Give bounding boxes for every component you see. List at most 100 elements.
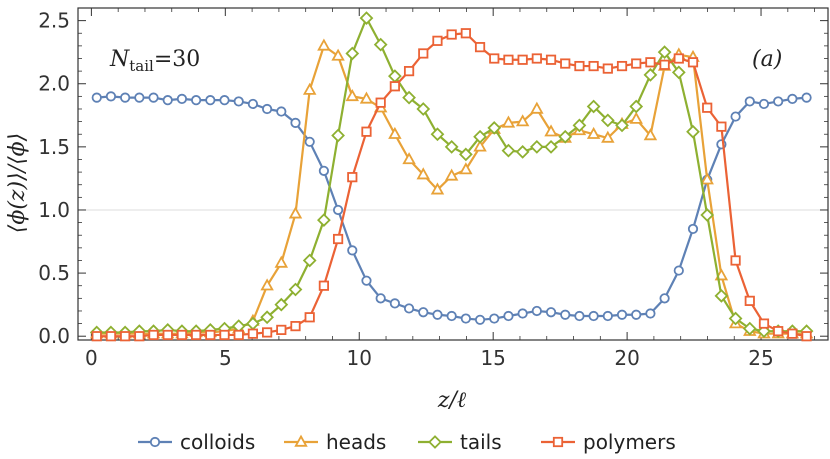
tails-point xyxy=(600,113,615,128)
tails-point xyxy=(288,282,303,297)
colloids-point xyxy=(247,98,259,110)
colloids-point xyxy=(162,95,173,106)
tails-point xyxy=(430,127,445,142)
tails-point xyxy=(686,124,700,139)
polymers-point xyxy=(91,331,102,342)
tails-point xyxy=(529,139,544,154)
colloids-point xyxy=(744,96,755,107)
polymers-point xyxy=(375,97,386,108)
colloids-point xyxy=(574,310,585,322)
polymers-point xyxy=(347,172,358,183)
polymers-point xyxy=(219,329,230,341)
x-axis-title: z/ℓ xyxy=(437,388,467,413)
polymers-point xyxy=(304,312,315,323)
colloids-point xyxy=(176,93,188,104)
colloids-point xyxy=(787,93,798,104)
tails-point xyxy=(615,118,629,133)
y-tick-label: 1.0 xyxy=(38,198,70,222)
polymers-point xyxy=(673,53,684,64)
tails-point xyxy=(728,311,743,326)
heads-point xyxy=(416,167,431,180)
polymers-point xyxy=(233,329,244,341)
tails-point xyxy=(714,288,729,303)
tails-point xyxy=(260,310,274,325)
tails-point xyxy=(444,139,459,154)
tails-point xyxy=(458,147,473,162)
tails-point xyxy=(388,69,402,84)
heads-point xyxy=(473,139,487,152)
colloids-point xyxy=(432,309,443,320)
colloids-point xyxy=(616,309,628,320)
colloids-point xyxy=(375,293,386,304)
legend-label: colloids xyxy=(180,430,255,454)
polymers-point xyxy=(262,327,273,338)
polymers-point xyxy=(162,329,173,341)
heads-point xyxy=(388,126,402,139)
polymers-point xyxy=(602,63,613,74)
polymers-point xyxy=(276,324,287,336)
x-tick-label: 10 xyxy=(347,346,372,370)
polymers-point xyxy=(403,66,415,77)
colloids-point xyxy=(531,305,542,317)
legend-swatch-marker xyxy=(149,436,161,448)
series-layer xyxy=(89,11,814,342)
tails-point xyxy=(742,321,757,336)
colloids-point xyxy=(773,96,784,107)
heads-line xyxy=(96,44,807,335)
heads-point xyxy=(274,255,289,268)
colloids-point xyxy=(758,98,770,110)
legend: colloids heads tails polymers xyxy=(138,430,676,454)
colloids-point xyxy=(91,92,102,103)
tails-point xyxy=(416,102,431,116)
tails-point xyxy=(657,45,672,60)
polymers-point xyxy=(730,255,741,266)
colloids-point xyxy=(318,165,329,176)
tails-point xyxy=(473,129,487,144)
plot-frame xyxy=(77,7,829,341)
colloids-point xyxy=(332,204,344,216)
legend-swatch-marker xyxy=(428,435,442,449)
polymers-point xyxy=(560,58,571,69)
x-tick-label: 0 xyxy=(85,346,98,370)
heads-point xyxy=(402,152,416,165)
heads-point xyxy=(260,278,274,291)
colloids-point xyxy=(418,307,429,318)
colloids-point xyxy=(134,92,145,103)
polymers-point xyxy=(191,329,202,341)
polymers-point xyxy=(744,295,755,306)
legend-label: tails xyxy=(460,430,502,454)
polymers-point xyxy=(631,58,642,69)
colloids-point xyxy=(389,298,400,309)
series-colloids xyxy=(91,91,812,325)
legend-swatch-marker xyxy=(552,436,564,448)
colloids-point xyxy=(645,308,656,319)
polymers-point xyxy=(645,57,656,68)
colloids-point xyxy=(290,117,301,128)
heads-point xyxy=(317,38,331,51)
heads-point xyxy=(444,168,459,181)
polymers-point xyxy=(318,280,329,291)
colloids-point xyxy=(602,310,613,322)
heads-point xyxy=(459,162,473,175)
tails-point xyxy=(246,316,260,331)
polymers-point xyxy=(503,54,514,65)
heads-point xyxy=(700,172,714,185)
heads-point xyxy=(530,101,544,114)
colloids-point xyxy=(233,96,244,107)
polymers-point xyxy=(531,53,542,64)
polymers-point xyxy=(545,54,557,65)
colloids-point xyxy=(659,293,670,304)
polymers-point xyxy=(446,29,457,40)
n-tail-annotation: Ntail=30 xyxy=(109,47,200,75)
heads-point xyxy=(601,130,615,143)
colloids-point xyxy=(460,313,471,324)
colloids-point xyxy=(403,303,415,314)
heads-point xyxy=(430,182,445,195)
colloids-point xyxy=(205,95,216,106)
colloids-point xyxy=(517,308,528,319)
polymers-point xyxy=(787,328,798,339)
colloids-point xyxy=(120,92,131,103)
tails-point xyxy=(345,46,360,61)
heads-point xyxy=(501,115,516,128)
